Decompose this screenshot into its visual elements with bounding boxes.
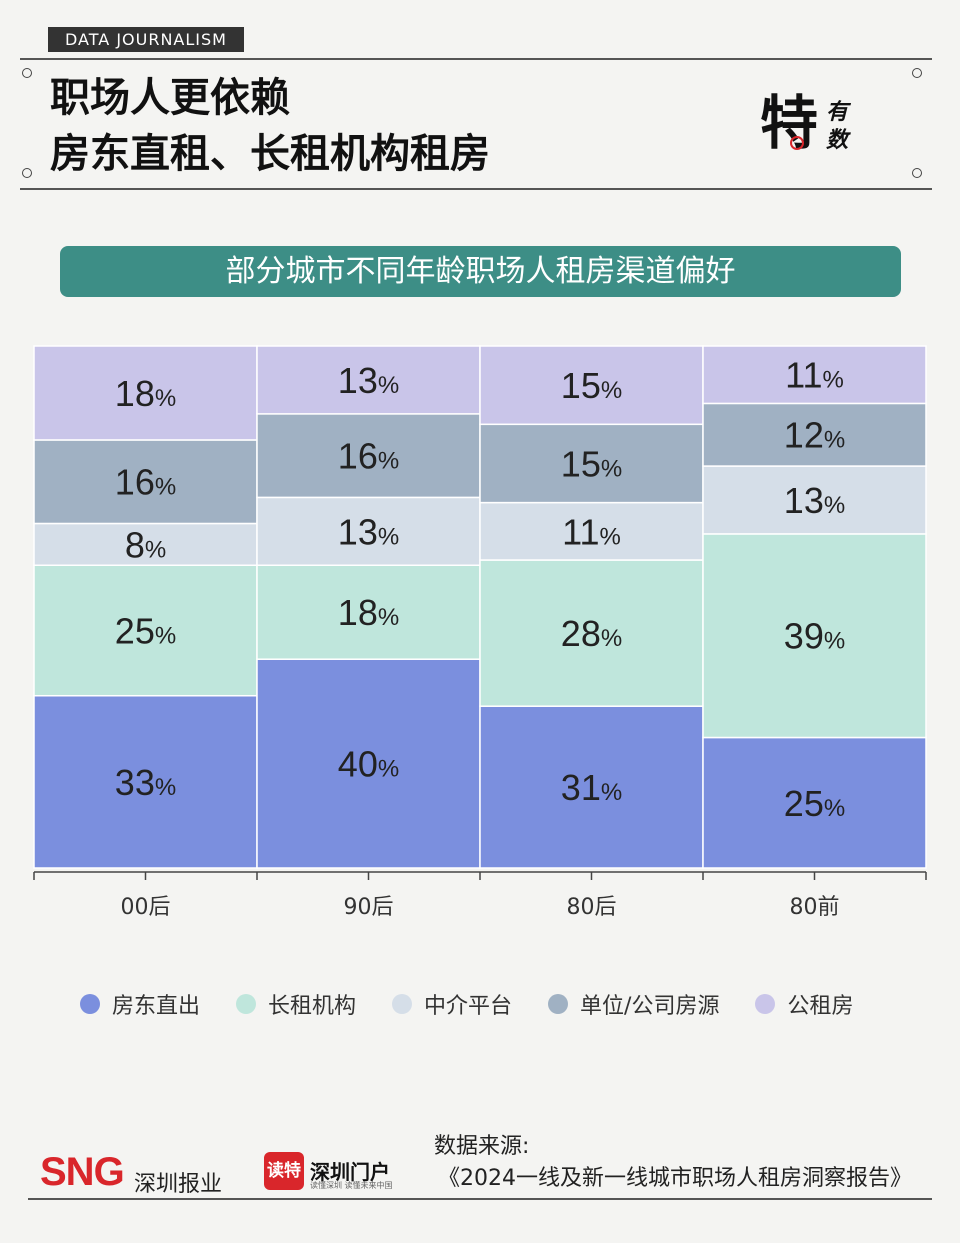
bar-segment [702,736,927,869]
logo-side-char-2: 数 [826,128,849,153]
legend-swatch [80,994,100,1014]
brand-logo: 特 有 数 [760,88,870,168]
data-label: 31% [561,767,622,808]
corner-dot [912,168,922,178]
dute-logo: 读特 [264,1152,304,1190]
x-tick-label: 80前 [790,895,840,920]
data-label: 16% [338,436,399,477]
bar-segment [479,423,704,504]
bar-segment [33,345,258,441]
bar-segment [256,658,481,869]
data-label: 16% [115,462,176,503]
data-label: 18% [338,592,399,633]
bar-segment [702,345,927,405]
data-label: 15% [561,443,622,484]
legend-item: 公租房 [755,988,853,1020]
data-label: 13% [338,511,399,552]
title-line-1: 职场人更依赖 [50,75,290,121]
legend-swatch [392,994,413,1014]
data-label: 28% [561,613,622,654]
chart-title-banner: 部分城市不同年龄职场人租房渠道偏好 [60,246,901,297]
legend-item: 单位/公司房源 [548,988,719,1020]
data-label: 25% [784,783,845,824]
bar-segment [33,564,258,697]
legend-item: 长租机构 [236,988,356,1020]
data-label: 13% [338,360,399,401]
bar-segment [702,533,927,739]
legend-label: 单位/公司房源 [580,994,720,1019]
legend-item: 房东直出 [80,988,200,1020]
legend-swatch [755,994,776,1014]
logo-side-char-1: 有 [826,100,849,125]
data-label: 11% [562,511,621,552]
data-label: 8% [125,524,166,565]
legend-swatch [548,994,569,1014]
x-tick-label: 80后 [567,895,617,920]
legend-swatch [236,994,257,1014]
logo-main-char: 特 [760,89,819,157]
chart-legend: 房东直出 长租机构 中介平台 单位/公司房源 公租房 [80,988,889,1020]
title-line-2: 房东直租、长租机构租房 [50,131,490,177]
data-label: 13% [784,480,845,521]
legend-item: 中介平台 [392,988,512,1020]
legend-label: 公租房 [787,994,854,1019]
corner-dot [912,68,922,78]
bar-segment [479,705,704,869]
bar-segment [256,564,481,660]
bar-segment [256,496,481,566]
bar-segment [702,402,927,467]
footer-rule [28,1198,932,1200]
source-name: 《2024一线及新一线城市职场人租房洞察报告》 [438,1166,912,1191]
header-bottom-rule [20,188,932,190]
x-tick-label: 90后 [344,895,394,920]
corner-dot [22,68,32,78]
data-label: 33% [115,762,176,803]
data-label: 11% [785,355,844,396]
menhu-logo-text: 深圳门户 [310,1160,390,1184]
sng-logo: SNG [40,1150,125,1194]
page-title: 职场人更依赖 房东直租、长租机构租房 [50,70,490,182]
corner-dot [22,168,32,178]
bar-segment [479,345,704,426]
bar-segment [256,345,481,415]
data-label: 40% [338,744,399,785]
menhu-logo-subtitle: 读懂深圳 读懂未来中国 [310,1181,393,1190]
header-top-rule [20,58,932,60]
data-label: 12% [784,415,845,456]
data-label: 18% [115,373,176,414]
sng-logo-subtitle: 深圳报业 [134,1172,223,1197]
legend-label: 房东直出 [112,994,201,1019]
bar-segment [256,413,481,499]
source-label: 数据来源: [434,1134,530,1159]
stacked-bar-chart: 33% 25% 8% 16% 18% 00后 40% 18% 13% 16% 13% 90后 31% 28… [33,345,927,920]
data-label: 25% [115,610,176,651]
legend-label: 中介平台 [424,994,513,1019]
data-label: 39% [784,616,845,657]
x-tick-label: 00后 [121,895,171,920]
bar-segment [702,465,927,535]
data-label: 15% [561,365,622,406]
logo-magnifier-icon [790,136,804,150]
bar-segment [33,439,258,525]
data-journalism-tag: DATA JOURNALISM [48,27,244,52]
legend-label: 长租机构 [268,994,357,1019]
